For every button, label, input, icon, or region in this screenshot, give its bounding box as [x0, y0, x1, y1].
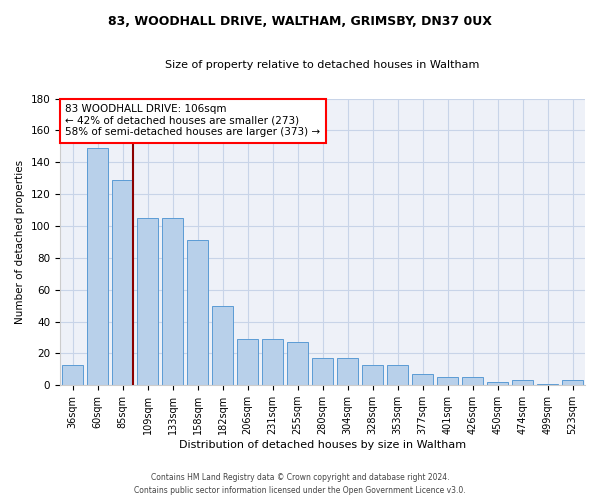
- Bar: [137, 218, 158, 385]
- Bar: [237, 339, 258, 385]
- Bar: [62, 364, 83, 385]
- Bar: [437, 378, 458, 385]
- Text: 83, WOODHALL DRIVE, WALTHAM, GRIMSBY, DN37 0UX: 83, WOODHALL DRIVE, WALTHAM, GRIMSBY, DN…: [108, 15, 492, 28]
- Bar: [212, 306, 233, 385]
- Bar: [112, 180, 133, 385]
- Bar: [537, 384, 558, 385]
- Text: 83 WOODHALL DRIVE: 106sqm
← 42% of detached houses are smaller (273)
58% of semi: 83 WOODHALL DRIVE: 106sqm ← 42% of detac…: [65, 104, 320, 138]
- Bar: [87, 148, 108, 385]
- Y-axis label: Number of detached properties: Number of detached properties: [15, 160, 25, 324]
- Text: Contains HM Land Registry data © Crown copyright and database right 2024.
Contai: Contains HM Land Registry data © Crown c…: [134, 474, 466, 495]
- Bar: [462, 378, 483, 385]
- Bar: [387, 364, 408, 385]
- Bar: [362, 364, 383, 385]
- Bar: [187, 240, 208, 385]
- Bar: [487, 382, 508, 385]
- Bar: [562, 380, 583, 385]
- Bar: [412, 374, 433, 385]
- Bar: [512, 380, 533, 385]
- Bar: [337, 358, 358, 385]
- X-axis label: Distribution of detached houses by size in Waltham: Distribution of detached houses by size …: [179, 440, 466, 450]
- Bar: [262, 339, 283, 385]
- Bar: [312, 358, 333, 385]
- Title: Size of property relative to detached houses in Waltham: Size of property relative to detached ho…: [166, 60, 480, 70]
- Bar: [287, 342, 308, 385]
- Bar: [162, 218, 183, 385]
